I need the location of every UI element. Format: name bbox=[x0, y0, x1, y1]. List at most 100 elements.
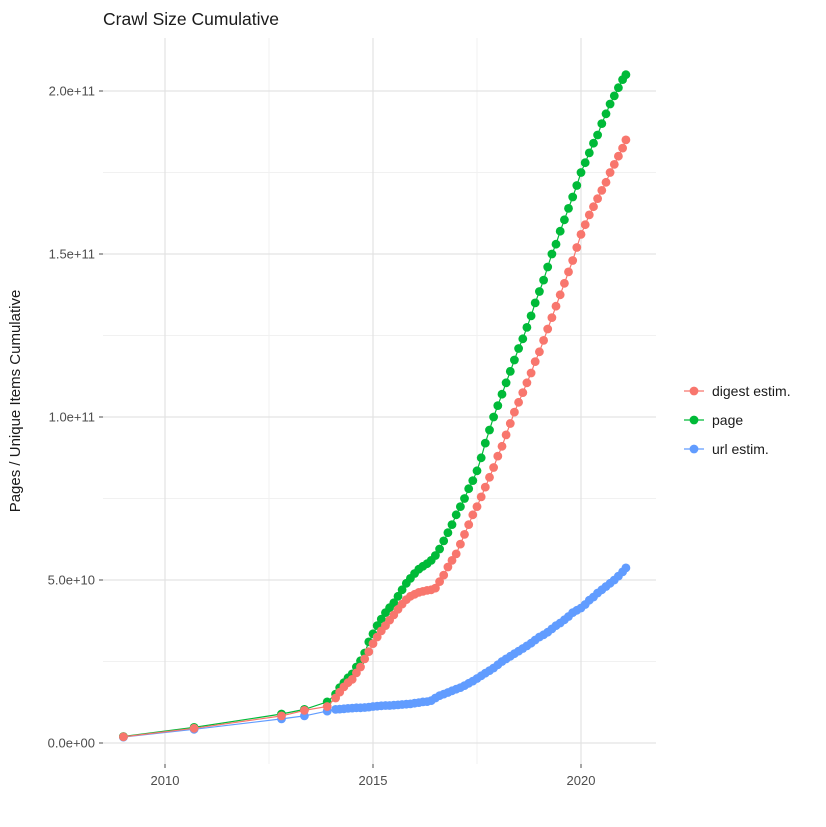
data-point-digest-estim bbox=[518, 388, 528, 397]
data-point-page bbox=[572, 181, 582, 190]
data-point-page bbox=[560, 215, 569, 225]
data-point-page bbox=[476, 453, 486, 463]
data-point-digest-estim bbox=[584, 210, 594, 220]
data-point-page bbox=[601, 109, 611, 119]
data-point-page bbox=[493, 401, 503, 410]
data-point-page bbox=[376, 614, 386, 624]
gridlines-minor bbox=[103, 38, 656, 764]
data-point-page bbox=[580, 158, 590, 168]
data-point-page bbox=[435, 544, 444, 554]
data-point-page bbox=[614, 83, 623, 93]
legend-item-digest-estim: digest estim. bbox=[684, 383, 791, 399]
data-point-digest-estim bbox=[443, 562, 453, 572]
data-point-digest-estim bbox=[460, 530, 469, 539]
data-point-digest-estim bbox=[356, 662, 365, 672]
legend-label-digest: digest estim. bbox=[712, 383, 791, 399]
data-point-digest-estim bbox=[439, 570, 449, 580]
legend-key-dot-page bbox=[689, 415, 699, 425]
x-axis-tick-labels: 2010 2015 2020 bbox=[151, 773, 596, 788]
data-point-digest-estim bbox=[431, 583, 440, 593]
data-point-digest-estim bbox=[547, 313, 557, 322]
data-point-digest-estim bbox=[510, 407, 519, 417]
data-point-digest-estim bbox=[447, 556, 457, 565]
data-point-digest-estim bbox=[605, 168, 615, 177]
data-point-digest-estim bbox=[464, 520, 474, 529]
data-point-page bbox=[443, 528, 453, 538]
legend-item-page: page bbox=[684, 412, 743, 428]
data-point-digest-estim bbox=[580, 220, 590, 230]
data-point-page bbox=[530, 298, 540, 308]
data-point-page bbox=[526, 311, 536, 321]
data-point-digest-estim bbox=[480, 482, 490, 492]
x-tick-label: 2010 bbox=[151, 773, 180, 788]
data-point-page bbox=[451, 510, 461, 520]
y-axis-tick-labels: 0.0e+00 5.0e+10 1.0e+11 1.5e+11 2.0e+11 bbox=[48, 84, 95, 751]
x-tick-label: 2020 bbox=[567, 773, 596, 788]
data-point-digest-estim bbox=[489, 463, 498, 472]
data-point-page bbox=[480, 438, 490, 448]
data-point-page bbox=[522, 323, 532, 332]
data-point-page bbox=[505, 367, 515, 376]
data-point-page bbox=[564, 204, 573, 213]
data-point-page bbox=[397, 585, 407, 595]
data-point-page bbox=[464, 484, 474, 494]
data-point-digest-estim bbox=[347, 675, 357, 684]
y-tick-label: 1.0e+11 bbox=[49, 410, 95, 425]
legend-item-url-estim: url estim. bbox=[684, 441, 769, 457]
data-point-page bbox=[547, 249, 557, 259]
data-point-page bbox=[584, 148, 594, 158]
y-tick-label: 0.0e+00 bbox=[48, 736, 95, 751]
legend: digest estim. page url estim. bbox=[684, 383, 791, 457]
data-point-page bbox=[489, 412, 498, 422]
data-point-digest-estim bbox=[119, 732, 128, 742]
data-point-digest-estim bbox=[468, 510, 478, 520]
data-point-page bbox=[551, 239, 561, 249]
data-point-digest-estim bbox=[501, 430, 511, 440]
data-point-digest-estim bbox=[505, 419, 515, 428]
data-point-digest-estim bbox=[368, 639, 378, 648]
data-point-page bbox=[456, 502, 465, 511]
data-point-page bbox=[501, 378, 511, 388]
data-point-page bbox=[439, 536, 449, 546]
data-point-digest-estim bbox=[555, 290, 565, 300]
data-point-digest-estim bbox=[576, 230, 586, 239]
data-point-page bbox=[431, 551, 440, 560]
data-point-digest-estim bbox=[476, 492, 486, 502]
data-point-digest-estim bbox=[493, 451, 503, 461]
data-point-digest-estim bbox=[560, 278, 569, 288]
data-point-digest-estim bbox=[543, 324, 553, 334]
data-point-digest-estim bbox=[572, 243, 582, 252]
data-point-page bbox=[468, 476, 478, 485]
data-point-digest-estim bbox=[568, 256, 578, 265]
data-point-page bbox=[514, 344, 523, 353]
data-point-digest-estim bbox=[189, 723, 199, 733]
data-point-page bbox=[605, 99, 615, 109]
data-point-digest-estim bbox=[456, 539, 465, 549]
legend-key-dot-digest bbox=[689, 386, 699, 396]
data-point-page bbox=[576, 168, 586, 177]
data-point-digest-estim bbox=[539, 336, 548, 345]
axis-tick-marks bbox=[99, 90, 582, 768]
legend-label-url: url estim. bbox=[712, 441, 769, 457]
data-point-digest-estim bbox=[618, 143, 627, 153]
gridlines-major bbox=[103, 38, 656, 764]
data-point-page bbox=[539, 275, 548, 285]
y-tick-label: 1.5e+11 bbox=[49, 247, 95, 262]
plot-panel bbox=[103, 38, 656, 764]
x-tick-label: 2015 bbox=[359, 773, 388, 788]
data-point-digest-estim bbox=[360, 654, 370, 664]
data-point-digest-estim bbox=[614, 151, 623, 161]
data-point-digest-estim bbox=[593, 194, 602, 204]
data-point-page bbox=[555, 226, 565, 236]
data-point-digest-estim bbox=[277, 711, 286, 721]
data-point-page bbox=[510, 355, 519, 365]
chart-title: Crawl Size Cumulative bbox=[103, 9, 279, 29]
data-point-digest-estim bbox=[551, 301, 561, 311]
data-point-digest-estim bbox=[526, 368, 536, 378]
data-point-digest-estim bbox=[472, 502, 482, 511]
data-point-digest-estim bbox=[322, 702, 332, 711]
data-point-digest-estim bbox=[564, 267, 573, 277]
series-page bbox=[119, 70, 631, 741]
data-point-digest-estim bbox=[451, 549, 461, 559]
